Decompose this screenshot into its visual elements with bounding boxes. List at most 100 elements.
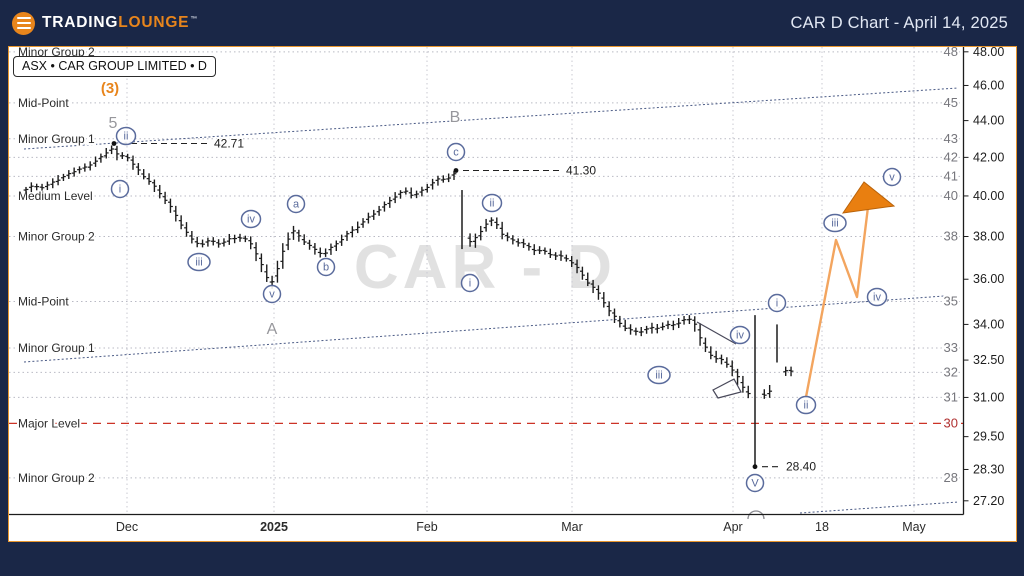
level-label: Minor Group 1 xyxy=(18,341,95,355)
pennant-shape xyxy=(712,378,742,399)
projection-arrow xyxy=(841,181,896,214)
wave-circle-text: b xyxy=(323,262,329,274)
trademark-symbol: ™ xyxy=(190,15,199,23)
y-axis-label: 32.50 xyxy=(973,353,1004,367)
watermark-text: CAR - D xyxy=(354,233,616,302)
y-axis-label: 27.20 xyxy=(973,494,1004,508)
price-chart-svg: CAR - D Minor Group 2 48 Mid-Point 45 Minor G… xyxy=(9,47,1016,541)
x-axis-label: 2025 xyxy=(260,520,288,534)
wave-circle-text: ii xyxy=(124,131,129,143)
callout-dot xyxy=(453,168,459,173)
y-axis-label: 46.00 xyxy=(973,78,1004,92)
wave-circle-text: iv xyxy=(736,330,744,342)
wave-circle-text: ii xyxy=(490,198,495,210)
y-axis-label: 28.30 xyxy=(973,462,1004,476)
x-axis-label: Dec xyxy=(116,520,138,534)
wave-circle xyxy=(647,365,671,385)
wave-circle xyxy=(262,284,282,304)
callout-dot xyxy=(111,141,117,146)
abc-wave-label: 5 xyxy=(109,115,118,132)
y-axis-label: 38.00 xyxy=(973,229,1004,243)
y-axis-label: 34.00 xyxy=(973,317,1004,331)
level-price-number: 35 xyxy=(944,293,958,308)
level-price-number: 42 xyxy=(944,149,958,164)
level-price-number: 31 xyxy=(944,389,958,404)
wave-circle xyxy=(286,194,306,214)
level-price-number: 45 xyxy=(944,95,958,110)
pennant-line xyxy=(696,321,737,345)
callout-dot xyxy=(752,464,758,470)
wave-circle xyxy=(767,293,787,313)
wave-circle-text: i xyxy=(469,278,471,290)
level-price-number: 43 xyxy=(944,131,958,146)
wave-degree-label: (3) xyxy=(101,80,119,97)
y-axis-label: 31.00 xyxy=(973,390,1004,404)
level-price-number: 41 xyxy=(944,168,958,183)
y-axis-label: 48.00 xyxy=(973,47,1004,59)
date-axis-band xyxy=(9,519,1016,541)
level-label: Minor Group 2 xyxy=(18,229,95,243)
wave-circle xyxy=(316,257,336,277)
wave-circle xyxy=(823,213,847,233)
callout-price: 42.71 xyxy=(214,137,244,151)
x-axis-label: 18 xyxy=(815,520,829,534)
y-axis-label: 40.00 xyxy=(973,189,1004,203)
wave-circle xyxy=(115,126,137,146)
level-label: Medium Level xyxy=(18,189,93,203)
tradinglounge-logo-icon xyxy=(12,11,35,35)
trendline xyxy=(23,87,959,150)
logo-wordmark: TRADINGLOUNGE™ xyxy=(42,14,198,32)
wave-circle xyxy=(882,167,902,187)
y-axis-label: 29.50 xyxy=(973,430,1004,444)
trendline xyxy=(799,501,959,514)
level-label: Major Level xyxy=(18,416,80,430)
wave-circle xyxy=(240,209,262,229)
level-price-number: 30 xyxy=(944,415,958,430)
x-axis-label: May xyxy=(902,520,926,534)
wave-circle-text: iii xyxy=(655,370,662,382)
level-price-number: 33 xyxy=(944,340,958,355)
level-price-number: 48 xyxy=(944,47,958,59)
wave-circle xyxy=(481,193,503,213)
level-price-number: 32 xyxy=(944,364,958,379)
abc-wave-label: B xyxy=(450,109,461,126)
y-axis-label: 44.00 xyxy=(973,114,1004,128)
callout-price: 28.40 xyxy=(786,460,816,474)
wave-circle-text: iii xyxy=(195,257,202,269)
top-bar: TRADINGLOUNGE™ CAR D Chart - April 14, 2… xyxy=(0,0,1024,46)
symbol-box[interactable]: ASX • CAR GROUP LIMITED • D xyxy=(13,56,216,77)
wave-circle xyxy=(795,395,817,415)
wave-circle xyxy=(866,287,888,307)
wave-circle-text: i xyxy=(119,184,121,196)
logo-text-trading: TRADING xyxy=(42,14,119,31)
wave-circle-text: c xyxy=(453,147,459,159)
projection-path xyxy=(804,206,870,398)
level-price-number: 28 xyxy=(944,470,958,485)
callout-price: 41.30 xyxy=(566,164,596,178)
x-axis-label: Apr xyxy=(723,520,742,534)
chart-card: CAR - D Minor Group 2 48 Mid-Point 45 Minor G… xyxy=(8,46,1017,542)
x-axis-label: Mar xyxy=(561,520,583,534)
price-bars xyxy=(23,145,794,467)
tradinglounge-logo[interactable]: TRADINGLOUNGE™ xyxy=(12,11,198,35)
abc-wave-label: A xyxy=(267,321,278,338)
wave-circle-text: v xyxy=(269,289,275,301)
wave-circle-text: a xyxy=(293,199,300,211)
wave-circle-text: iv xyxy=(247,214,255,226)
wave-circle-text: i xyxy=(776,298,778,310)
page-title: CAR D Chart - April 14, 2025 xyxy=(790,13,1008,32)
level-label: Mid-Point xyxy=(18,96,69,110)
wave-circle xyxy=(460,273,480,293)
wave-circle xyxy=(187,252,211,272)
wave-circle xyxy=(729,325,751,345)
level-label: Minor Group 2 xyxy=(18,471,95,485)
level-label: Minor Group 1 xyxy=(18,132,95,146)
wave-circle-text: ii xyxy=(804,400,809,412)
y-axis-label: 42.00 xyxy=(973,150,1004,164)
wave-circle-text: iv xyxy=(873,292,881,304)
wave-circle-text: V xyxy=(751,478,759,490)
trendline xyxy=(23,294,959,363)
wave-circle xyxy=(446,142,466,162)
y-axis-label: 36.00 xyxy=(973,272,1004,286)
